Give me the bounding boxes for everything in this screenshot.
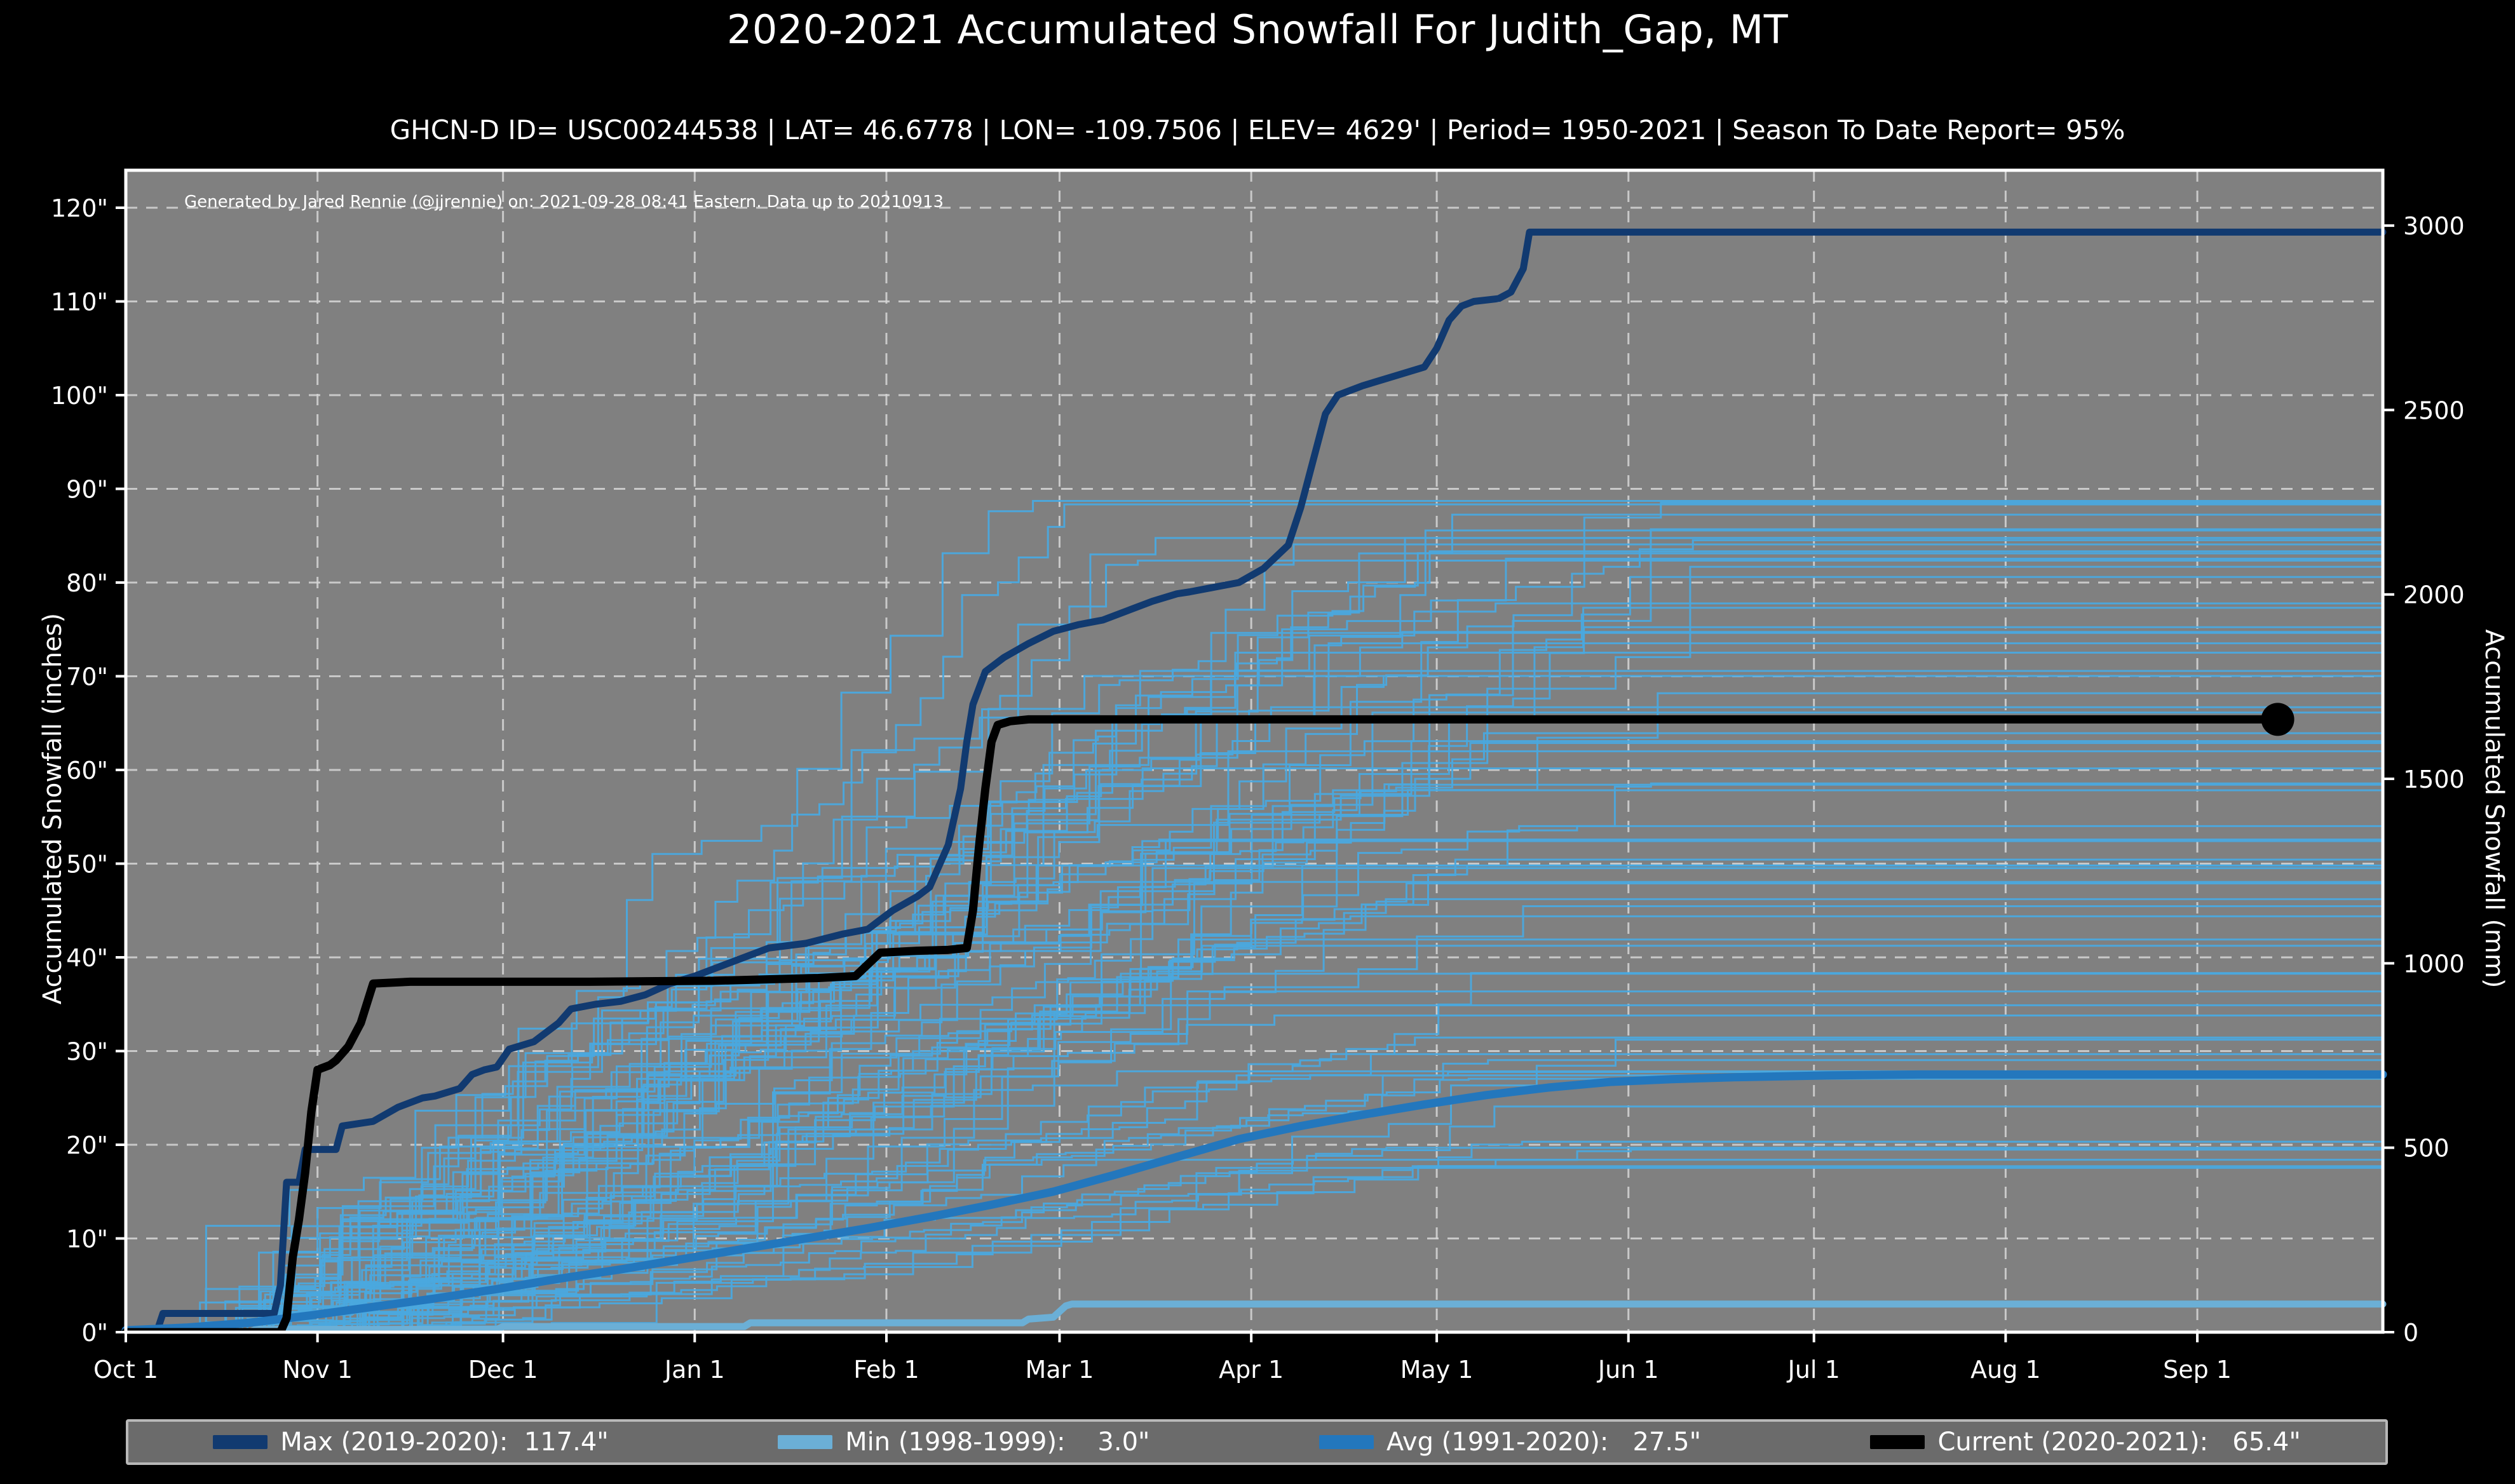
svg-text:50": 50" (66, 851, 108, 879)
svg-text:40": 40" (66, 944, 108, 972)
svg-text:Jan 1: Jan 1 (663, 1356, 725, 1384)
series-lines (121, 228, 2387, 1337)
x-axis-ticks: Oct 1 Nov 1 Dec 1 Jan 1 Feb 1 Mar 1 Apr 1 May 1… (93, 1332, 2232, 1384)
legend-swatch-avg (1319, 1435, 1374, 1449)
legend-label-avg: Avg (1991-2020): 27.5" (1386, 1427, 1701, 1457)
svg-text:90": 90" (66, 476, 108, 504)
svg-text:30": 30" (66, 1038, 108, 1066)
chart-legend: Max (2019-2020): 117.4" Min (1998-1999): … (126, 1419, 2388, 1465)
svg-text:20": 20" (66, 1131, 108, 1159)
legend-item-min[interactable]: Min (1998-1999): 3.0" (778, 1427, 1149, 1457)
legend-item-avg[interactable]: Avg (1991-2020): 27.5" (1319, 1427, 1701, 1457)
svg-text:2500: 2500 (2403, 396, 2465, 424)
series-line-avg (121, 1070, 2387, 1335)
y-axis-right-ticks: 0 500 1000 1500 2000 2500 3000 (2383, 212, 2465, 1347)
current-end-marker (2261, 703, 2295, 736)
svg-text:0": 0" (81, 1319, 108, 1347)
svg-text:70": 70" (66, 663, 108, 691)
svg-text:Apr 1: Apr 1 (1219, 1356, 1284, 1384)
series-line-max (122, 228, 2387, 1336)
svg-text:Dec 1: Dec 1 (468, 1356, 538, 1384)
legend-item-max[interactable]: Max (2019-2020): 117.4" (213, 1427, 609, 1457)
svg-text:100": 100" (51, 382, 108, 410)
svg-text:Sep 1: Sep 1 (2163, 1356, 2232, 1384)
svg-text:Oct 1: Oct 1 (93, 1356, 158, 1384)
chart-subtitle: GHCN-D ID= USC00244538 | LAT= 46.6778 | … (390, 114, 2125, 145)
svg-text:Feb 1: Feb 1 (853, 1356, 919, 1384)
plot-border (124, 168, 2385, 1334)
svg-text:120": 120" (51, 194, 108, 222)
svg-text:Jul 1: Jul 1 (1787, 1356, 1840, 1384)
svg-text:80": 80" (66, 569, 108, 597)
legend-label-current: Current (2020-2021): 65.4" (1937, 1427, 2301, 1457)
legend-label-min: Min (1998-1999): 3.0" (845, 1427, 1150, 1457)
svg-text:500: 500 (2403, 1135, 2450, 1163)
svg-text:10": 10" (66, 1225, 108, 1253)
svg-text:May 1: May 1 (1400, 1356, 1474, 1384)
svg-text:110": 110" (51, 288, 108, 316)
legend-swatch-min (778, 1435, 833, 1449)
legend-swatch-max (213, 1435, 268, 1449)
legend-item-current[interactable]: Current (2020-2021): 65.4" (1870, 1427, 2301, 1457)
svg-text:Aug 1: Aug 1 (1970, 1356, 2040, 1384)
generated-by-annotation: Generated by Jared Rennie (@jjrennie) on… (184, 192, 944, 212)
svg-text:1500: 1500 (2403, 766, 2465, 793)
svg-text:0: 0 (2403, 1319, 2418, 1347)
svg-text:Jun 1: Jun 1 (1597, 1356, 1659, 1384)
svg-text:60": 60" (66, 757, 108, 785)
svg-text:Mar 1: Mar 1 (1025, 1356, 1094, 1384)
svg-text:3000: 3000 (2403, 212, 2465, 240)
grid-lines (126, 170, 2383, 1332)
svg-text:1000: 1000 (2403, 950, 2465, 978)
y-axis-left-ticks: 0" 10" 20" 30" 40" 50" 60" 70" 80" 90" 100" 110" 120… (51, 194, 126, 1347)
page-title: 2020-2021 Accumulated Snowfall For Judit… (726, 6, 1789, 53)
legend-label-max: Max (2019-2020): 117.4" (280, 1427, 609, 1457)
svg-text:2000: 2000 (2403, 581, 2465, 609)
legend-swatch-current (1870, 1435, 1925, 1449)
svg-text:Nov 1: Nov 1 (282, 1356, 352, 1384)
series-line-current (121, 715, 2282, 1337)
